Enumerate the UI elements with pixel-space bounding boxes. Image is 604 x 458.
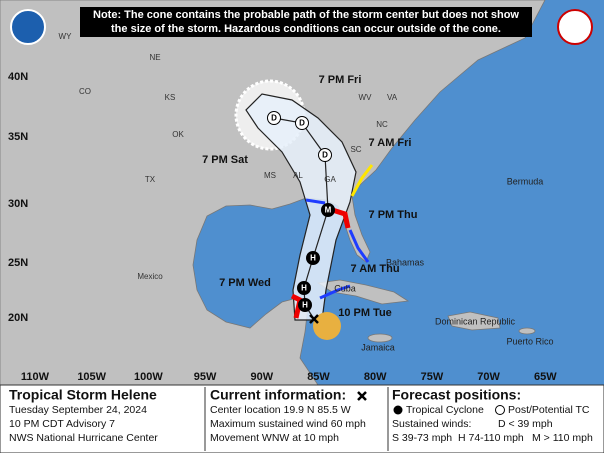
legend-item: S 39-73 mph (392, 432, 452, 444)
puerto-rico (518, 327, 536, 335)
lat-label: 20N (8, 312, 28, 324)
storm-warning (305, 198, 370, 263)
note-box (80, 7, 532, 37)
lat-label: 25N (8, 257, 28, 269)
lon-label: 105W (77, 371, 106, 383)
place-label: CO (79, 87, 91, 96)
forecast-time: 7 PM Fri (319, 74, 362, 86)
nws-logo (557, 9, 593, 45)
tc-symbol (393, 405, 403, 415)
forecast-point (318, 148, 332, 162)
date: Tuesday September 24, 2024 (9, 404, 147, 416)
forecast-heading: Forecast positions: (392, 387, 521, 403)
forecast-time: 7 AM Fri (369, 137, 412, 149)
forecast-letter: D (271, 114, 277, 123)
storm-watch (350, 164, 374, 197)
forecast-time: 10 PM Tue (338, 307, 392, 319)
forecast-letter: D (299, 119, 305, 128)
lat-label: 30N (8, 198, 28, 210)
legend-item: Post/Potential TC (508, 404, 590, 416)
current-line: Movement WNW at 10 mph (210, 432, 339, 444)
forecast-point (267, 111, 281, 125)
lon-label: 90W (250, 371, 273, 383)
storm-name: Tropical Storm Helene (9, 387, 157, 403)
place-label: NE (149, 53, 160, 62)
place-label: GA (324, 175, 336, 184)
legend-item: D < 39 mph (498, 418, 553, 430)
forecast-point (298, 298, 312, 312)
lon-label: 110W (21, 371, 50, 383)
place-label: Dominican Republic (435, 316, 516, 326)
forecast-point (306, 251, 320, 265)
lon-label: 95W (194, 371, 217, 383)
place-label: Bahamas (386, 257, 425, 267)
place-label: Cuba (334, 283, 356, 293)
current-symbol (357, 391, 367, 401)
lon-label: 75W (421, 371, 444, 383)
current-heading: Current information: (210, 387, 346, 403)
place-label: NC (376, 120, 388, 129)
place-label: SC (350, 145, 361, 154)
legend-item: H 74-110 mph (458, 432, 524, 444)
land (0, 0, 546, 386)
forecast-point (321, 203, 335, 217)
lon-label: 100W (134, 371, 163, 383)
forecast-letter: H (302, 301, 308, 310)
place-label: Bermuda (507, 176, 544, 186)
current-position (309, 314, 319, 324)
center: NWS National Hurricane Center (9, 432, 158, 444)
noaa-logo (10, 9, 46, 45)
note-line: Note: The cone contains the probable pat… (93, 9, 519, 21)
info-panel (0, 384, 604, 454)
place-label: Mexico (137, 272, 163, 281)
forecast-point (295, 116, 309, 130)
cuba (316, 279, 410, 305)
lon-label: 65W (534, 371, 557, 383)
forecast-letter: D (322, 151, 328, 160)
place-label: MS (264, 171, 276, 180)
lon-label: 85W (307, 371, 330, 383)
place-label: Puerto Rico (506, 336, 553, 346)
forecast-letter: H (310, 254, 316, 263)
place-label: VA (387, 93, 398, 102)
legend-item: Sustained winds: (392, 418, 471, 430)
legend-item: M > 110 mph (532, 432, 593, 444)
lat-label: 40N (8, 71, 28, 83)
ptc-symbol (495, 405, 505, 415)
place-label: AL (293, 171, 303, 180)
place-label: KS (165, 93, 176, 102)
place-label: WY (59, 32, 73, 41)
advisory: 10 PM CDT Advisory 7 (9, 418, 115, 430)
forecast-time: 7 PM Sat (202, 154, 248, 166)
lat-label: 35N (8, 131, 28, 143)
forecast-letter: M (325, 206, 332, 215)
place-label: OK (172, 130, 184, 139)
forecast-point (297, 281, 311, 295)
place-label: TX (145, 175, 156, 184)
legend-item: Tropical Cyclone (406, 404, 484, 416)
current-line: Center location 19.9 N 85.5 W (210, 404, 351, 416)
forecast-time: 7 AM Thu (350, 263, 399, 275)
current-line: Maximum sustained wind 60 mph (210, 418, 366, 430)
forecast-letter: H (301, 284, 307, 293)
forecast-time: 7 PM Wed (219, 277, 271, 289)
storm-warning (319, 284, 351, 300)
forecast-time: 7 PM Thu (369, 209, 418, 221)
jamaica (367, 333, 393, 343)
lon-label: 70W (477, 371, 500, 383)
hispaniola (447, 311, 501, 331)
lon-label: 80W (364, 371, 387, 383)
note-line: the size of the storm. Hazardous conditi… (111, 23, 501, 35)
place-label: Jamaica (361, 342, 395, 352)
wind-field (313, 312, 341, 340)
hurricane-warning (290, 293, 303, 319)
place-label: WV (359, 93, 373, 102)
